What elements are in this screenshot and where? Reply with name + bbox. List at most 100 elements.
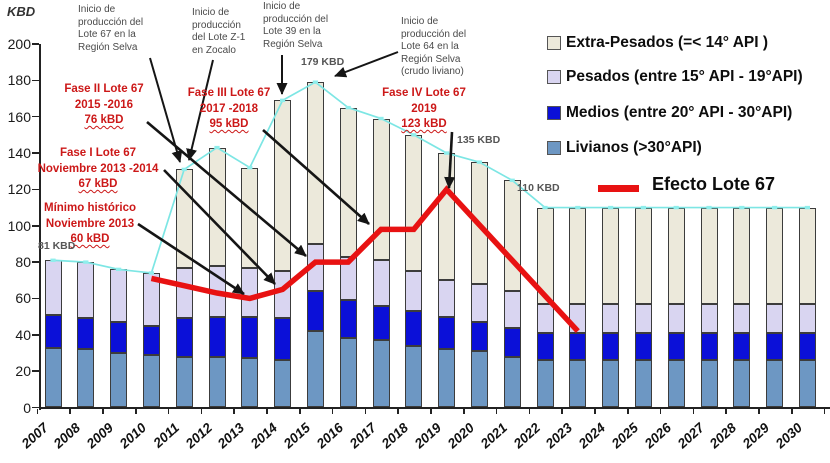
x-axis-tick [692, 408, 695, 414]
bar-segment-2014 [274, 271, 292, 319]
bar-segment-2019 [438, 153, 456, 281]
bar-segment-2021 [503, 356, 521, 408]
bar-segment-2011 [175, 356, 193, 408]
y-axis-label: 60 [15, 290, 31, 307]
x-axis-year-label: 2025 [608, 420, 642, 452]
value-label: 110 KBD [517, 182, 560, 194]
callout-line: Lote 39 en la [263, 26, 321, 37]
legend-line-swatch [598, 185, 639, 192]
bar-segment-2029 [766, 303, 784, 333]
callout-lote-39: Inicio de producción del Lote 39 en la Regi… [263, 1, 328, 51]
callout-text: 123 kBD [401, 118, 447, 130]
bar-segment-2024 [602, 332, 620, 361]
bar-segment-2012 [208, 265, 226, 317]
y-axis-title: KBD [7, 4, 36, 19]
x-axis-line [38, 406, 830, 409]
bar-segment-2029 [766, 360, 784, 408]
callout-line: en Zocalo [192, 44, 236, 56]
bar-segment-2017 [372, 340, 390, 408]
bar-segment-2019 [438, 349, 456, 408]
x-axis-year-label: 2016 [313, 420, 346, 452]
bar-segment-2010 [142, 325, 160, 355]
bar-segment-2012 [208, 316, 226, 357]
x-axis-tick [823, 408, 826, 414]
bar-segment-2026 [667, 303, 685, 333]
y-axis-tick [32, 370, 39, 372]
bar-segment-2022 [536, 303, 554, 333]
y-axis-label: 140 [7, 145, 31, 162]
x-axis-year-label: 2009 [83, 420, 117, 452]
y-axis-label: 20 [15, 363, 31, 380]
callout-line: Inicio de [263, 1, 301, 12]
bar-segment-2016 [339, 338, 357, 408]
bar-segment-2016 [339, 256, 357, 301]
x-axis-tick [36, 408, 39, 414]
callout-text: Noviembre 2013 [45, 217, 135, 230]
bar-segment-2027 [700, 303, 718, 333]
bar-segment-2026 [667, 332, 685, 361]
callout-line: Noviembre 2013 -2014 [13, 162, 183, 178]
bar-segment-2025 [634, 332, 652, 361]
x-axis-tick [528, 408, 531, 414]
bar-segment-2023 [569, 303, 587, 333]
bar-segment-2008 [77, 318, 95, 350]
bar-segment-2029 [766, 332, 784, 361]
x-axis-tick [430, 408, 432, 414]
y-axis-tick [32, 334, 39, 336]
bar-segment-2015 [306, 243, 324, 292]
bar-segment-2024 [602, 207, 620, 304]
bar-segment-2030 [798, 303, 816, 333]
bar-segment-2018 [405, 311, 423, 346]
bar-segment-2025 [634, 303, 652, 333]
bar-segment-2011 [175, 318, 193, 357]
callout-line: Región Selva [263, 38, 323, 50]
x-axis-tick [397, 408, 399, 414]
bar-segment-2021 [503, 291, 521, 328]
x-axis-tick [594, 408, 596, 414]
callout-text: 95 kBD [209, 118, 249, 130]
callout-line: producción del [401, 28, 467, 40]
bar-segment-2021 [503, 180, 521, 292]
callout-line: 2019 [339, 102, 509, 118]
bar-segment-2012 [208, 147, 226, 266]
callout-line: 2015 -2016 [19, 98, 189, 114]
bar-segment-2028 [733, 360, 751, 408]
legend-label: Livianos (>30°API) [566, 139, 702, 156]
bar-segment-2012 [208, 356, 226, 408]
x-axis-tick [233, 408, 235, 414]
bar-segment-2030 [798, 332, 816, 361]
bar-segment-2014 [274, 318, 292, 361]
bar-segment-2025 [634, 360, 652, 408]
bar-segment-2026 [667, 360, 685, 408]
x-axis-tick [167, 408, 170, 414]
x-axis-tick [102, 408, 104, 414]
legend-label: Pesados (entre 15° API - 19°API) [566, 68, 803, 85]
callout-line: Lote 67 en la [78, 29, 136, 40]
bar-segment-2007 [44, 347, 62, 408]
callout-line: Región Selva [401, 53, 461, 65]
bar-segment-2021 [503, 327, 521, 357]
y-axis-tick [32, 406, 39, 409]
x-axis-tick [791, 408, 793, 414]
arrow-lote-64 [334, 51, 399, 78]
callout-text: Noviembre 2013 -2014 [37, 162, 159, 175]
bar-segment-2018 [405, 134, 423, 272]
callout-lote-64: Inicio de producción del Lote 64 en la Regi… [401, 16, 466, 79]
x-axis-year-label: 2026 [641, 420, 674, 452]
bar-segment-2011 [175, 267, 193, 319]
callout-text: 2015 -2016 [74, 98, 134, 111]
bar-segment-2022 [536, 207, 554, 304]
callout-line: 123 kBD [339, 117, 509, 133]
bar-segment-2029 [766, 207, 784, 304]
x-axis-tick [364, 408, 367, 414]
x-axis-tick [331, 408, 334, 414]
callout-text: Fase III Lote 67 [187, 87, 271, 99]
y-axis-tick [32, 152, 39, 154]
y-axis-tick [32, 115, 39, 118]
callout-fase-3: Fase III Lote 67 2017 -2018 95 kBD [144, 86, 314, 133]
callout-line: Lote 64 en la [401, 41, 459, 52]
bar-segment-2008 [77, 349, 95, 408]
y-axis-tick [32, 79, 39, 82]
legend-swatch [547, 36, 561, 50]
callout-text: Fase I Lote 67 [59, 147, 137, 159]
